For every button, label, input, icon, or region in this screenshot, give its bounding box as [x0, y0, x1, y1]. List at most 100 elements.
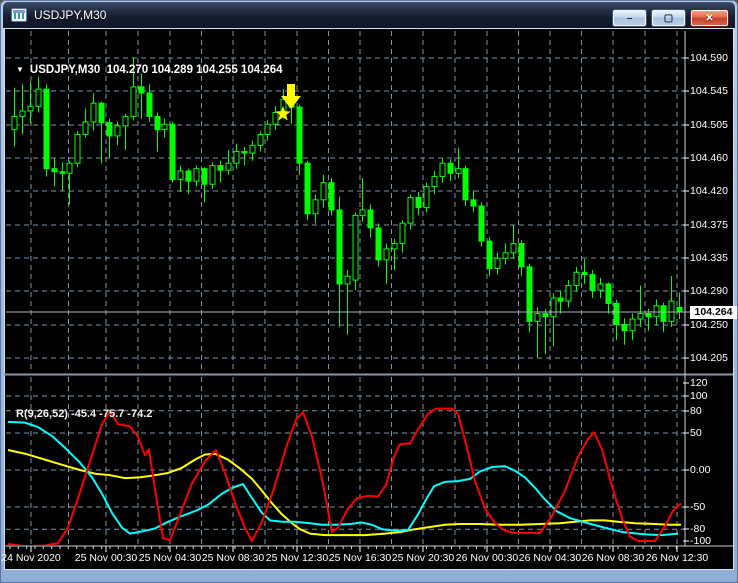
- candle-body: [320, 182, 327, 201]
- indicator-axis-label: 80: [690, 405, 702, 417]
- candle-body: [478, 205, 485, 242]
- candle-body: [660, 305, 667, 322]
- candle-body: [74, 133, 81, 164]
- time-axis-label: 24 Nov 2020: [1, 552, 61, 564]
- candle-body: [621, 323, 628, 332]
- price-axis-label: 104.290: [690, 285, 728, 297]
- candle-body: [66, 162, 73, 174]
- time-axis-label: 25 Nov 04:30: [138, 552, 202, 564]
- chart-symbol-label: USDJPY,M30: [29, 64, 101, 76]
- candle-body: [82, 121, 89, 135]
- candle-body: [526, 266, 533, 322]
- candle-body: [494, 257, 501, 269]
- candle-body: [257, 133, 264, 146]
- chart-canvas[interactable]: [4, 28, 734, 570]
- candle-body: [637, 313, 644, 320]
- candle-body: [581, 271, 588, 276]
- chart-client-area[interactable]: ▼ USDJPY,M30 104.270 104.289 104.255 104.…: [1, 28, 737, 570]
- candle-body: [177, 170, 184, 181]
- candle-body: [375, 227, 382, 261]
- price-axis-label: 104.335: [690, 252, 728, 264]
- candle-body: [272, 112, 279, 125]
- candle-body: [90, 102, 97, 123]
- candle-body: [431, 175, 438, 188]
- minimize-button[interactable]: –: [612, 9, 647, 27]
- candle-body: [383, 248, 390, 261]
- candle-body: [589, 274, 596, 291]
- candle-body: [296, 106, 303, 164]
- candle-body: [359, 209, 366, 216]
- candle-body: [169, 123, 176, 181]
- time-axis-label: 26 Nov 00:30: [455, 552, 519, 564]
- candle-body: [486, 240, 493, 269]
- candle-body: [668, 300, 675, 322]
- candle-body: [35, 88, 42, 107]
- candle-body: [130, 86, 137, 117]
- candle-body: [59, 171, 66, 174]
- candle-body: [154, 115, 161, 131]
- candle-body: [43, 88, 50, 170]
- candle-body: [613, 302, 620, 325]
- indicator-values: -45.4 -75.7 -74.2: [71, 408, 153, 420]
- price-axis-label: 104.545: [690, 85, 728, 97]
- candle-body: [391, 242, 398, 250]
- candle-body: [344, 275, 351, 285]
- candle-body: [264, 123, 271, 135]
- price-axis-label: 104.590: [690, 52, 728, 64]
- time-axis-label: 25 Nov 00:30: [74, 552, 138, 564]
- candle-body: [447, 162, 454, 174]
- candle-body: [439, 162, 446, 177]
- candle-body: [193, 168, 200, 182]
- candle-body: [185, 170, 192, 182]
- time-axis-label: 26 Nov 12:30: [645, 552, 709, 564]
- close-button[interactable]: ✕: [690, 9, 729, 27]
- time-axis-label: 25 Nov 16:30: [328, 552, 392, 564]
- indicator-axis-label: 50: [690, 427, 702, 439]
- candle-body: [676, 306, 683, 313]
- chart-header: ▼ USDJPY,M30 104.270 104.289 104.255 104.…: [16, 64, 283, 76]
- price-axis-label: 104.375: [690, 219, 728, 231]
- indicator-line-red: [7, 407, 682, 545]
- candle-body: [399, 222, 406, 244]
- time-axis-label: 26 Nov 04:30: [518, 552, 582, 564]
- window-controls: – ▢ ✕: [612, 9, 729, 27]
- price-axis-label: 104.250: [690, 319, 728, 331]
- price-axis-label: 104.420: [690, 185, 728, 197]
- candle-body: [597, 283, 604, 291]
- candle-body: [304, 162, 311, 215]
- candle-body: [534, 313, 541, 322]
- candle-body: [550, 297, 557, 318]
- title-bar[interactable]: USDJPY,M30 – ▢ ✕: [3, 2, 735, 28]
- candle-body: [502, 252, 509, 259]
- candle-body: [249, 144, 256, 154]
- indicator-axis-label: -50: [690, 501, 706, 513]
- candle-body: [407, 196, 414, 224]
- candle-body: [312, 199, 319, 215]
- indicator-axis-label: 120: [690, 377, 708, 389]
- candle-body: [470, 199, 477, 207]
- window-title: USDJPY,M30: [34, 8, 107, 22]
- candle-body: [209, 165, 216, 185]
- candle-body: [415, 196, 422, 209]
- price-axis-label: 104.205: [690, 352, 728, 364]
- candle-body: [328, 182, 335, 211]
- candle-body: [645, 313, 652, 318]
- indicator-line-cyan: [7, 420, 679, 537]
- candle-body: [146, 92, 153, 117]
- indicator-name: R(9,26,52): [16, 408, 68, 420]
- candle-body: [455, 168, 462, 174]
- candle-body: [518, 242, 525, 268]
- indicator-line-yellow: [7, 449, 681, 537]
- restore-button[interactable]: ▢: [651, 9, 686, 27]
- candle-body: [629, 318, 636, 332]
- candle-body: [653, 305, 660, 318]
- chevron-down-icon[interactable]: ▼: [16, 65, 24, 74]
- price-axis-label: 104.460: [690, 152, 728, 164]
- indicator-axis-label: 100: [690, 390, 708, 402]
- chart-ohlc-values: 104.270 104.289 104.255 104.264: [106, 64, 283, 76]
- price-axis-label: 104.505: [690, 119, 728, 131]
- candle-body: [98, 102, 105, 124]
- candle-body: [565, 285, 572, 302]
- candle-body: [11, 115, 18, 131]
